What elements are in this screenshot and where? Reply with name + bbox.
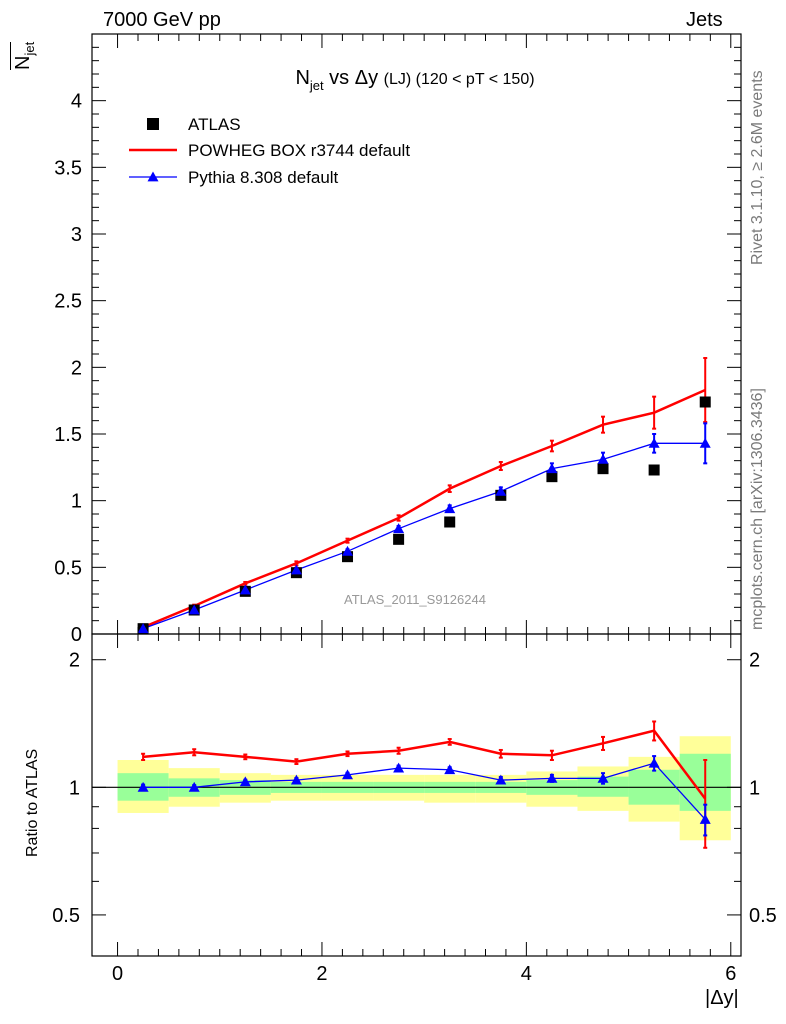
pythia-marker <box>648 437 660 448</box>
pythia-curve <box>142 442 706 630</box>
pythia-ratio-marker <box>648 757 660 768</box>
pythia-ratio-marker <box>342 769 354 780</box>
atlas-data-point <box>699 396 711 408</box>
pythia-marker <box>495 485 507 496</box>
y-tick-label: 2 <box>71 357 82 379</box>
atlas-data-point <box>546 471 558 483</box>
ratio-inner-band-bin <box>577 776 629 797</box>
pythia-marker <box>444 503 456 514</box>
pythia-ratio-marker <box>444 764 456 775</box>
pythia-ratio-marker <box>239 776 251 787</box>
chart-title-mid: vs Δy <box>324 67 384 89</box>
x-axis-label: |Δy| <box>705 987 739 1009</box>
pythia-marker <box>188 604 200 615</box>
pythia-ratio-marker <box>393 762 405 773</box>
legend-atlas-marker <box>147 118 159 130</box>
header-energy-label: 7000 GeV pp <box>103 9 221 31</box>
x-tick-label: 0 <box>112 963 123 985</box>
y-tick-label: 1.5 <box>54 424 82 446</box>
pythia-ratio-marker <box>597 772 609 783</box>
pythia-ratio-marker <box>699 813 711 824</box>
y-axis-label-upper: Njet <box>10 41 37 70</box>
ratio-y-tick-label: 2 <box>69 650 80 672</box>
y-tick-label: 0 <box>71 624 82 646</box>
pythia-ratio-marker <box>290 774 302 785</box>
pythia-ratio-marker <box>188 781 200 792</box>
pythia-marker <box>239 584 251 595</box>
y-axis-label-ratio: Ratio to ATLAS <box>24 748 41 857</box>
atlas-data-point <box>342 551 354 563</box>
ratio-y-tick-label: 1 <box>69 777 80 799</box>
legend-pythia-marker <box>147 171 159 182</box>
rivet-version-label: Rivet 3.1.10, ≥ 2.6M events <box>749 70 766 265</box>
pythia-marker <box>699 437 711 448</box>
atlas-data-point <box>648 464 660 476</box>
mcplots-reference-label: mcplots.cern.ch [arXiv:1306.3436] <box>749 388 766 630</box>
pythia-marker <box>290 564 302 575</box>
pythia-ratio-curve <box>143 762 706 820</box>
ratio-y-tick-label-right: 2 <box>749 650 760 672</box>
legend-entry-label: Pythia 8.308 default <box>188 168 339 187</box>
ratio-plot-frame <box>91 633 742 957</box>
atlas-data-point <box>444 516 456 528</box>
y-tick-label: 1 <box>71 491 82 513</box>
powheg-curve <box>142 388 706 629</box>
legend: ATLAS POWHEG BOX r3744 default Pythia 8.30… <box>129 115 410 187</box>
y-axis-label-sub: jet <box>22 41 37 56</box>
atlas-data-point <box>393 533 405 545</box>
pythia-marker <box>597 453 609 464</box>
pythia-marker <box>342 545 354 556</box>
ratio-y-tick-label: 0.5 <box>52 905 80 927</box>
x-tick-label: 4 <box>521 963 532 985</box>
ratio-y-tick-label-right: 1 <box>749 777 760 799</box>
y-tick-label: 0.5 <box>54 557 82 579</box>
atlas-data-point <box>597 463 609 475</box>
pythia-ratio-marker <box>137 781 149 792</box>
pythia-marker <box>393 523 405 534</box>
x-tick-label: 6 <box>725 963 736 985</box>
powheg-ratio-curve <box>142 729 707 800</box>
legend-entry-label: ATLAS <box>188 115 241 134</box>
y-tick-label: 3.5 <box>54 157 82 179</box>
chart-title-main: N <box>295 67 309 89</box>
chart-title: Njet vs Δy (LJ) (120 < pT < 150) <box>295 67 534 93</box>
analysis-watermark: ATLAS_2011_S9126244 <box>344 592 486 607</box>
x-tick-label: 2 <box>316 963 327 985</box>
ratio-y-tick-label-right: 0.5 <box>749 905 777 927</box>
y-axis-label-main: N <box>12 55 34 70</box>
y-tick-label: 3 <box>71 224 82 246</box>
pythia-ratio-marker <box>546 772 558 783</box>
y-tick-label: 2.5 <box>54 291 82 313</box>
legend-entry-label: POWHEG BOX r3744 default <box>188 141 410 160</box>
chart-title-sub: jet <box>309 78 324 93</box>
pythia-marker <box>546 463 558 474</box>
pythia-marker <box>137 623 149 634</box>
chart-title-paren: (LJ) (120 < pT < 150) <box>384 71 535 88</box>
pythia-ratio-marker <box>495 774 507 785</box>
header-jets-label: Jets <box>686 9 723 31</box>
y-tick-label: 4 <box>71 91 82 113</box>
